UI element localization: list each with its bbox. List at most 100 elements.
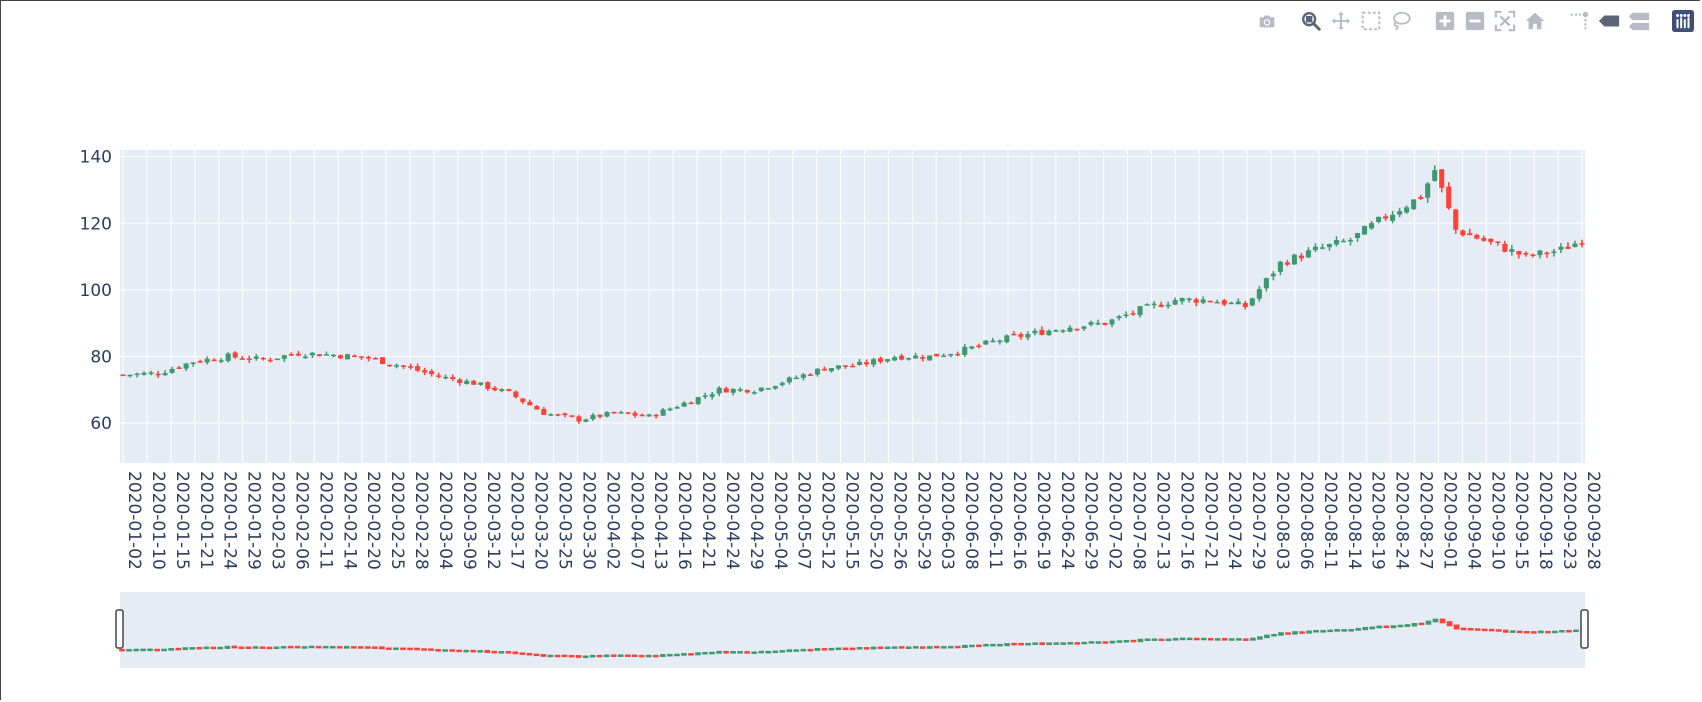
candle-body[interactable] [920, 357, 926, 359]
candle-body[interactable] [1312, 246, 1318, 251]
candle-body[interactable] [1179, 298, 1185, 302]
candle-body[interactable] [169, 368, 175, 373]
candle-body[interactable] [1109, 319, 1115, 325]
zoom-out-icon[interactable] [1460, 8, 1490, 34]
candle-body[interactable] [1018, 334, 1024, 337]
candle-body[interactable] [569, 415, 575, 417]
hover-closest-icon[interactable] [1594, 8, 1624, 34]
candle-body[interactable] [443, 376, 449, 379]
candle-body[interactable] [1397, 211, 1403, 215]
candle-body[interactable] [274, 358, 280, 361]
candle-body[interactable] [941, 355, 947, 358]
candle-body[interactable] [1362, 226, 1368, 235]
candle-body[interactable] [344, 354, 350, 360]
candle-body[interactable] [849, 365, 856, 368]
candle-body[interactable] [1221, 300, 1227, 305]
candle-body[interactable] [1053, 330, 1059, 332]
candle-body[interactable] [394, 365, 400, 367]
candle-body[interactable] [1277, 261, 1283, 272]
candle-body[interactable] [1228, 302, 1234, 305]
range-slider[interactable] [120, 592, 1585, 668]
candle-body[interactable] [597, 414, 603, 417]
candle-body[interactable] [962, 346, 968, 355]
candle-body[interactable] [772, 385, 778, 389]
candle-body[interactable] [506, 389, 512, 391]
candle-body[interactable] [730, 389, 736, 393]
lasso-select-icon[interactable] [1386, 8, 1416, 34]
candle-body[interactable] [1011, 333, 1017, 336]
candle-body[interactable] [1355, 233, 1361, 238]
candle-body[interactable] [1032, 330, 1038, 334]
candle-body[interactable] [744, 389, 750, 393]
range-slider-right-handle[interactable] [1580, 609, 1589, 649]
candle-body[interactable] [1081, 326, 1087, 329]
candle-body[interactable] [702, 395, 708, 397]
candle-body[interactable] [415, 366, 421, 371]
candle-body[interactable] [927, 355, 933, 361]
candle-body[interactable] [871, 359, 877, 365]
candle-body[interactable] [1453, 209, 1459, 230]
candle-body[interactable] [1046, 330, 1052, 336]
candle-body[interactable] [856, 361, 863, 365]
candle-body[interactable] [408, 366, 414, 368]
candle-body[interactable] [864, 362, 870, 365]
candle-body[interactable] [786, 377, 792, 383]
candle-body[interactable] [183, 363, 189, 369]
candle-body[interactable] [779, 382, 785, 386]
candle-body[interactable] [1116, 316, 1122, 319]
candle-body[interactable] [913, 355, 919, 359]
candle-body[interactable] [1298, 255, 1304, 259]
candle-body[interactable] [499, 389, 505, 392]
candle-body[interactable] [948, 354, 954, 356]
candle-body[interactable] [1502, 243, 1508, 252]
candle-body[interactable] [1151, 303, 1157, 306]
autoscale-icon[interactable] [1490, 8, 1520, 34]
candle-body[interactable] [1481, 237, 1487, 241]
candle-body[interactable] [148, 372, 154, 374]
candle-body[interactable] [878, 358, 884, 362]
candle-body[interactable] [1572, 243, 1578, 248]
candle-body[interactable] [218, 360, 224, 362]
candle-body[interactable] [457, 379, 463, 384]
candle-body[interactable] [1418, 197, 1424, 199]
candle-body[interactable] [625, 412, 631, 414]
plot-area[interactable] [120, 150, 1585, 463]
candle-body[interactable] [541, 408, 547, 415]
candle-body[interactable] [120, 374, 126, 377]
candle-body[interactable] [548, 414, 554, 416]
candle-body[interactable] [422, 370, 428, 373]
box-select-icon[interactable] [1356, 8, 1386, 34]
candle-body[interactable] [751, 392, 757, 394]
candle-body[interactable] [1263, 278, 1269, 289]
candle-body[interactable] [520, 398, 526, 402]
candle-body[interactable] [1004, 335, 1010, 343]
candle-body[interactable] [450, 377, 456, 380]
candle-body[interactable] [401, 365, 407, 367]
candle-body[interactable] [1067, 327, 1073, 332]
candle-body[interactable] [997, 340, 1003, 343]
candle-body[interactable] [983, 340, 989, 345]
candle-body[interactable] [246, 358, 252, 360]
candle-body[interactable] [1446, 186, 1452, 209]
range-slider-left-handle[interactable] [115, 609, 124, 649]
candle-body[interactable] [828, 368, 834, 372]
candle-body[interactable] [934, 353, 940, 357]
candle-body[interactable] [197, 361, 203, 363]
candle-body[interactable] [204, 358, 210, 363]
candle-body[interactable] [562, 413, 568, 416]
candle-body[interactable] [1214, 301, 1220, 304]
candle-body[interactable] [906, 358, 912, 360]
candle-body[interactable] [211, 359, 217, 362]
zoom-in-icon[interactable] [1430, 8, 1460, 34]
candle-body[interactable] [1509, 249, 1515, 252]
candle-body[interactable] [1383, 216, 1389, 219]
candle-body[interactable] [1305, 250, 1311, 258]
candle-body[interactable] [576, 416, 582, 422]
candle-body[interactable] [155, 373, 161, 376]
candle-body[interactable] [990, 340, 996, 343]
candle-body[interactable] [758, 387, 764, 391]
candle-body[interactable] [1551, 251, 1557, 253]
candle-body[interactable] [471, 380, 477, 385]
candle-body[interactable] [583, 419, 589, 422]
